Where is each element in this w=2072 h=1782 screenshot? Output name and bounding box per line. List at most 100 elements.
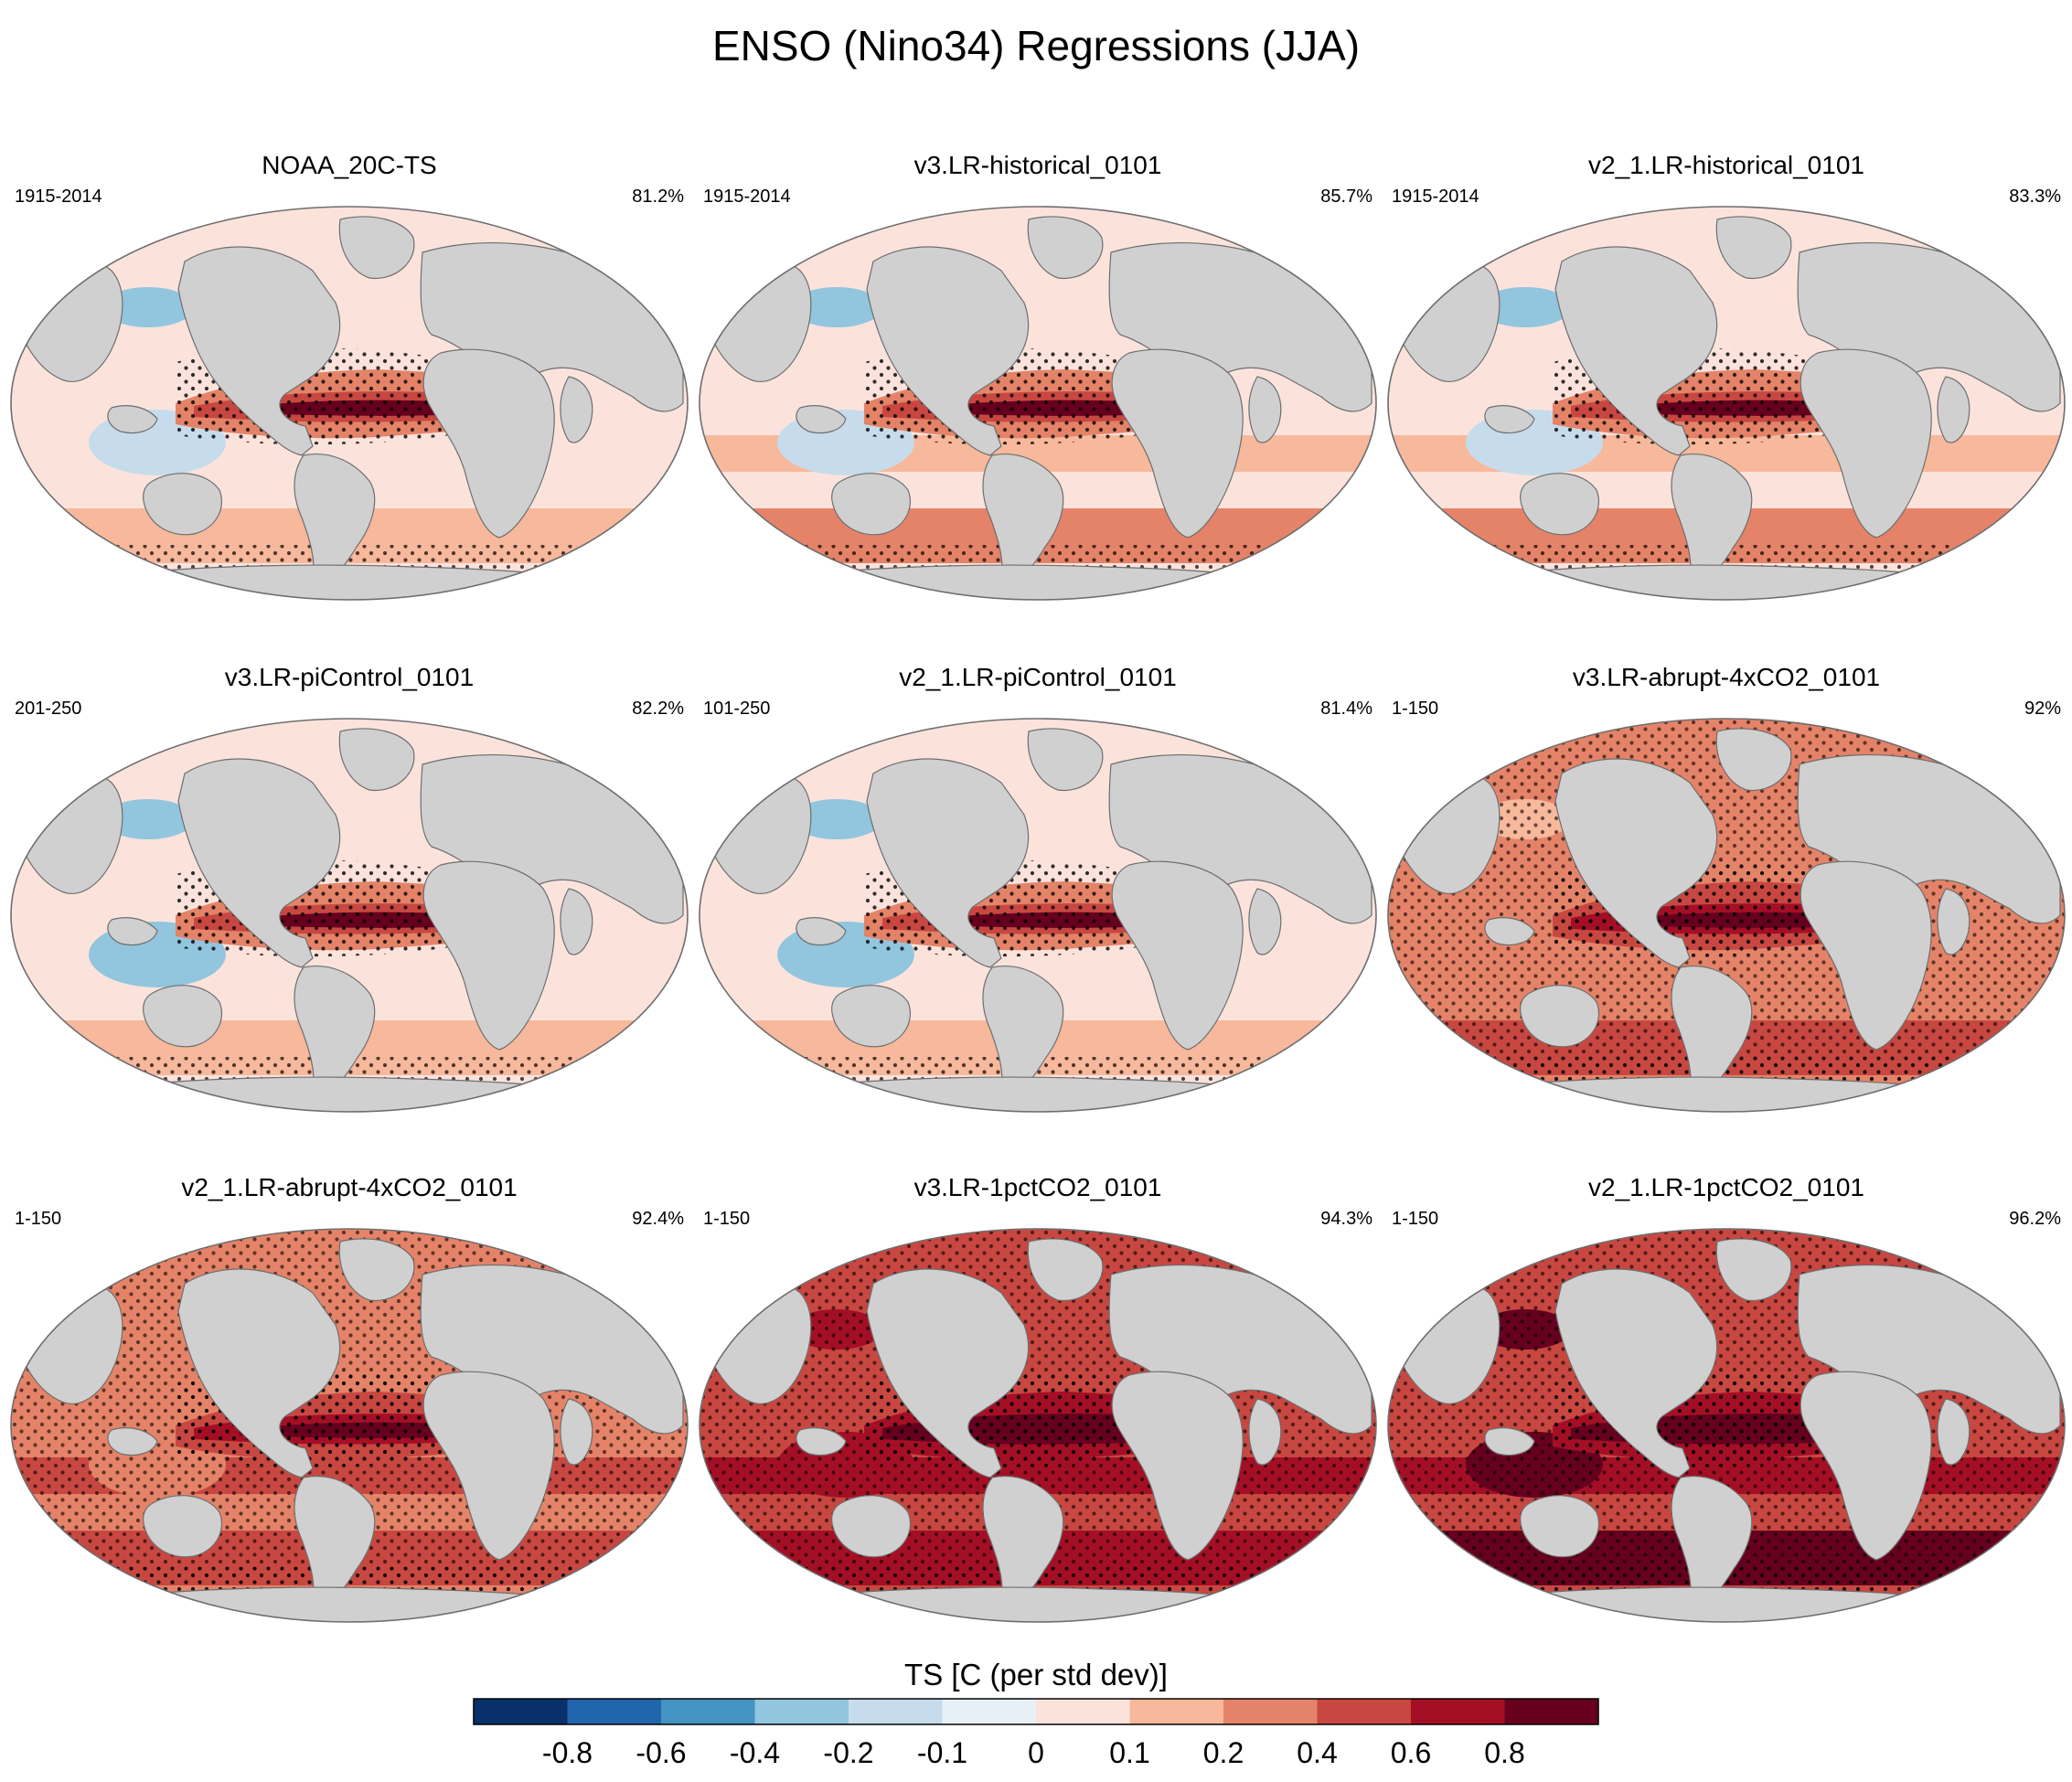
map-panel: v2_1.LR-piControl_0101 101-250 81.4% [699,663,1377,1113]
colorbar-tick-label: -0.1 [917,1736,967,1769]
greenland-landmass [338,1238,415,1302]
map [10,718,689,1113]
map [1387,718,2066,1113]
india-landmass [560,1398,593,1466]
india-landmass [1937,376,1971,443]
map-panel: v2_1.LR-historical_0101 1915-2014 83.3% [1387,151,2066,601]
panel-title: v2_1.LR-piControl_0101 [899,663,1177,691]
globe-outline [1387,206,2066,601]
colorbar-tick-label: 0.8 [1484,1736,1524,1769]
panel-title: v3.LR-piControl_0101 [225,663,474,691]
colorbar-bin [567,1699,662,1724]
australia-landmass [1520,1495,1600,1558]
panel-title: v3.LR-abrupt-4xCO2_0101 [1573,663,1880,691]
india-landmass [1248,888,1282,955]
australia-landmass [831,985,912,1048]
panel-years: 1915-2014 [15,187,102,207]
greenland-landmass [338,216,415,280]
globe-outline [699,206,1377,601]
colorbar-tick-label: -0.6 [635,1736,686,1769]
australia-landmass [143,1495,223,1558]
north-america-landmass [1554,246,1718,456]
colorbar-tick-label: -0.4 [730,1736,780,1769]
australia-landmass [831,473,912,536]
greenland-landmass [338,728,415,792]
globe-outline [10,1228,689,1623]
north-america-landmass [177,758,341,968]
maritime-continent-landmass [107,917,158,946]
map [699,1228,1377,1623]
north-america-landmass [1554,1268,1718,1478]
africa-landmass [1800,348,1932,539]
north-america-landmass [866,1268,1030,1478]
colorbar-tick-label: 0.1 [1109,1736,1149,1769]
australia-landmass [1520,985,1600,1048]
maritime-continent-landmass [796,917,847,946]
panel-title: v2_1.LR-abrupt-4xCO2_0101 [181,1173,517,1201]
colorbar: TS [C (per std dev)] -0.8 -0.6 -0.4 -0.2 -0.… [473,1658,1599,1769]
north-america-landmass [177,246,341,456]
npac-anomaly [791,799,882,839]
greenland-landmass [1715,216,1792,280]
colorbar-bin [1129,1699,1224,1724]
colorbar-tick-label: -0.2 [823,1736,873,1769]
colorbar-tick-label: 0.4 [1297,1736,1337,1769]
panel-years: 1-150 [1392,699,1438,719]
colorbar-tick-label: 0 [1028,1736,1044,1769]
colorbar-label: TS [C (per std dev)] [904,1658,1168,1691]
africa-landmass [422,1371,555,1561]
north-america-landmass [177,1268,341,1478]
panel-pattern-corr: 94.3% [1320,1209,1372,1229]
colorbar-bin [1036,1699,1130,1724]
map [10,206,689,601]
colorbar-bin [1411,1699,1505,1724]
globe-outline [10,718,689,1113]
maritime-continent-landmass [107,1427,158,1457]
africa-landmass [1111,860,1244,1051]
panel-pattern-corr: 81.4% [1320,699,1372,719]
africa-landmass [1111,1371,1244,1561]
panel-pattern-corr: 83.3% [2009,187,2061,207]
npac-anomaly [102,799,194,839]
australia-landmass [1520,473,1600,536]
maritime-continent-landmass [796,405,847,434]
africa-landmass [1800,860,1932,1051]
map [10,1228,689,1623]
panel-title: v2_1.LR-1pctCO2_0101 [1588,1173,1864,1201]
colorbar-bin [849,1699,943,1724]
globe-outline [699,1228,1377,1623]
panel-title: v3.LR-1pctCO2_0101 [914,1173,1162,1201]
greenland-landmass [1027,216,1104,280]
maritime-continent-landmass [1484,405,1535,434]
greenland-landmass [1715,728,1792,792]
map-panel: v3.LR-piControl_0101 201-250 82.2% [10,663,689,1113]
india-landmass [1937,888,1971,955]
globe-outline [10,206,689,601]
colorbar-frame [473,1698,1599,1725]
panel-pattern-corr: 85.7% [1320,187,1372,207]
panel-years: 201-250 [15,699,81,719]
panel-years: 1-150 [15,1209,61,1229]
map [699,718,1377,1113]
panel-pattern-corr: 82.2% [632,699,684,719]
map-panel: v2_1.LR-1pctCO2_0101 1-150 96.2% [1387,1173,2066,1623]
africa-landmass [1111,348,1244,539]
colorbar-bin [754,1699,849,1724]
africa-landmass [1800,1371,1932,1561]
india-landmass [1248,376,1282,443]
colorbar-tick-label: 0.2 [1203,1736,1244,1769]
maritime-continent-landmass [107,405,158,434]
maritime-continent-landmass [796,1427,847,1457]
maritime-continent-landmass [1484,917,1535,946]
map-panel: v3.LR-1pctCO2_0101 1-150 94.3% [699,1173,1377,1623]
india-landmass [560,376,593,443]
panel-pattern-corr: 81.2% [632,187,684,207]
panel-years: 1915-2014 [1392,187,1479,207]
colorbar-bin [942,1699,1037,1724]
map-panel: v2_1.LR-abrupt-4xCO2_0101 1-150 92.4% [10,1173,689,1623]
globe-outline [1387,718,2066,1113]
map [699,206,1377,601]
india-landmass [1248,1398,1282,1466]
npac-anomaly [102,287,194,327]
